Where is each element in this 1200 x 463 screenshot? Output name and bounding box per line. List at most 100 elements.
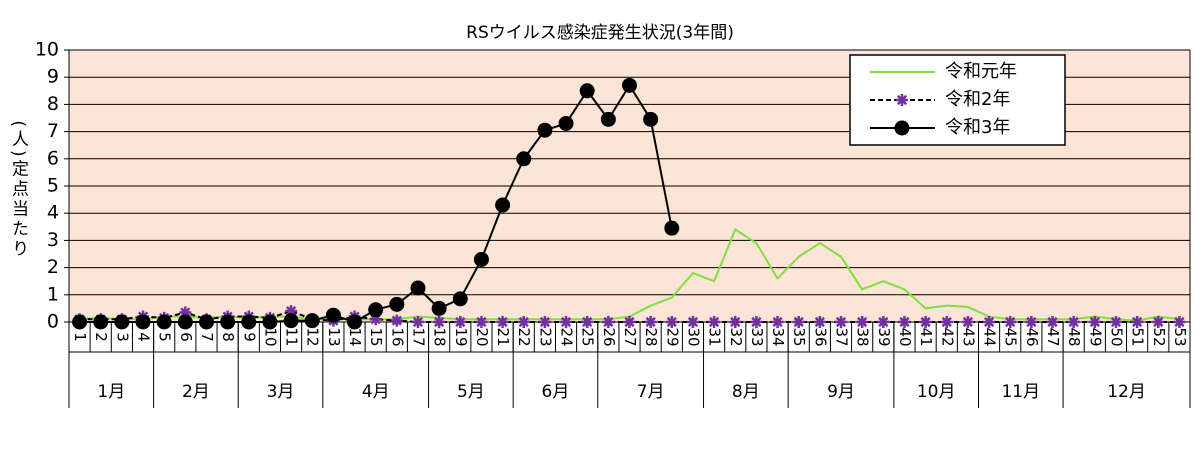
x-tick-label: 23 xyxy=(536,327,554,346)
point-marker xyxy=(135,314,151,330)
x-tick-label: 19 xyxy=(452,327,470,346)
star-marker xyxy=(1109,316,1122,328)
point-marker xyxy=(389,296,405,312)
month-label: 7月 xyxy=(637,382,665,402)
y-tick-label: 0 xyxy=(47,311,59,333)
x-tick-label: 45 xyxy=(1002,327,1020,346)
point-marker xyxy=(622,77,637,93)
star-marker xyxy=(179,306,192,319)
month-label: 11月 xyxy=(1001,382,1040,402)
month-label: 3月 xyxy=(267,382,295,402)
star-marker xyxy=(602,316,615,328)
legend-label: 令和2年 xyxy=(945,89,1010,110)
star-marker xyxy=(983,316,996,328)
x-tick-label: 2 xyxy=(92,332,110,342)
x-tick-label: 51 xyxy=(1129,327,1147,346)
x-tick-label: 14 xyxy=(346,327,364,346)
point-marker xyxy=(283,313,299,329)
star-marker xyxy=(686,316,699,328)
x-tick-label: 32 xyxy=(727,327,745,346)
star-marker xyxy=(390,314,403,327)
star-marker xyxy=(961,316,974,328)
star-marker xyxy=(411,316,424,328)
point-marker xyxy=(177,314,193,330)
point-marker xyxy=(452,291,468,307)
x-tick-label: 12 xyxy=(304,327,322,346)
x-tick-label: 17 xyxy=(409,327,427,346)
point-marker xyxy=(643,111,659,127)
x-tick-label: 1 xyxy=(71,332,89,342)
x-tick-label: 22 xyxy=(515,327,533,346)
x-tick-label: 8 xyxy=(219,332,237,342)
month-label: 8月 xyxy=(732,382,760,402)
x-tick-label: 6 xyxy=(177,332,195,342)
month-label: 5月 xyxy=(457,382,485,402)
x-tick-label: 49 xyxy=(1086,327,1104,346)
x-tick-label: 3 xyxy=(113,332,131,342)
point-marker xyxy=(537,122,553,138)
star-marker xyxy=(581,316,594,328)
y-tick-label: 4 xyxy=(47,202,59,224)
star-marker xyxy=(1067,316,1080,328)
x-tick-label: 13 xyxy=(325,327,343,346)
point-marker xyxy=(93,314,109,330)
x-tick-label: 28 xyxy=(642,327,660,346)
star-marker xyxy=(538,316,551,328)
point-marker xyxy=(368,302,384,318)
x-tick-label: 10 xyxy=(261,327,279,346)
month-label: 9月 xyxy=(827,382,855,402)
x-tick-label: 30 xyxy=(684,327,702,346)
x-tick-label: 48 xyxy=(1065,327,1083,346)
y-tick-label: 5 xyxy=(47,175,59,197)
y-tick-label: 8 xyxy=(47,93,59,115)
x-tick-label: 20 xyxy=(473,327,491,346)
x-tick-label: 41 xyxy=(917,327,935,346)
month-label: 2月 xyxy=(182,382,210,402)
x-tick-label: 34 xyxy=(769,327,787,346)
x-tick-label: 50 xyxy=(1107,327,1125,346)
star-marker xyxy=(517,316,530,328)
x-tick-label: 21 xyxy=(494,327,512,346)
x-tick-label: 9 xyxy=(240,332,258,342)
point-marker xyxy=(220,314,236,330)
x-tick-label: 35 xyxy=(790,327,808,346)
x-tick-label: 31 xyxy=(706,327,724,346)
point-marker xyxy=(579,83,595,99)
star-marker xyxy=(896,94,908,106)
x-tick-label: 39 xyxy=(875,327,893,346)
star-marker xyxy=(898,316,911,328)
point-marker xyxy=(304,313,320,329)
star-marker xyxy=(1131,316,1144,328)
x-tick-label: 36 xyxy=(811,327,829,346)
star-marker xyxy=(369,313,382,326)
x-tick-label: 4 xyxy=(135,332,153,342)
x-tick-label: 43 xyxy=(959,327,977,346)
point-marker xyxy=(241,314,257,330)
x-tick-label: 26 xyxy=(600,327,618,346)
point-marker xyxy=(664,220,680,236)
x-tick-label: 15 xyxy=(367,327,385,346)
star-marker xyxy=(1088,316,1101,328)
y-tick-label: 7 xyxy=(47,120,59,142)
star-marker xyxy=(665,316,678,328)
star-marker xyxy=(1004,316,1017,328)
x-tick-label: 5 xyxy=(156,332,174,342)
star-marker xyxy=(1025,316,1038,328)
star-marker xyxy=(496,316,509,328)
star-marker xyxy=(771,316,784,328)
month-label: 1月 xyxy=(97,382,125,402)
y-tick-label: 9 xyxy=(47,66,59,88)
month-label: 6月 xyxy=(542,382,570,402)
star-marker xyxy=(750,316,763,328)
point-marker xyxy=(325,307,341,323)
point-marker xyxy=(495,197,511,213)
x-tick-label: 25 xyxy=(579,327,597,346)
point-marker xyxy=(114,314,130,330)
x-tick-label: 53 xyxy=(1171,327,1189,346)
point-marker xyxy=(558,115,574,131)
star-marker xyxy=(856,316,869,328)
x-tick-label: 44 xyxy=(981,327,999,346)
star-marker xyxy=(433,316,446,328)
star-marker xyxy=(1046,316,1059,328)
month-label: 10月 xyxy=(917,382,956,402)
